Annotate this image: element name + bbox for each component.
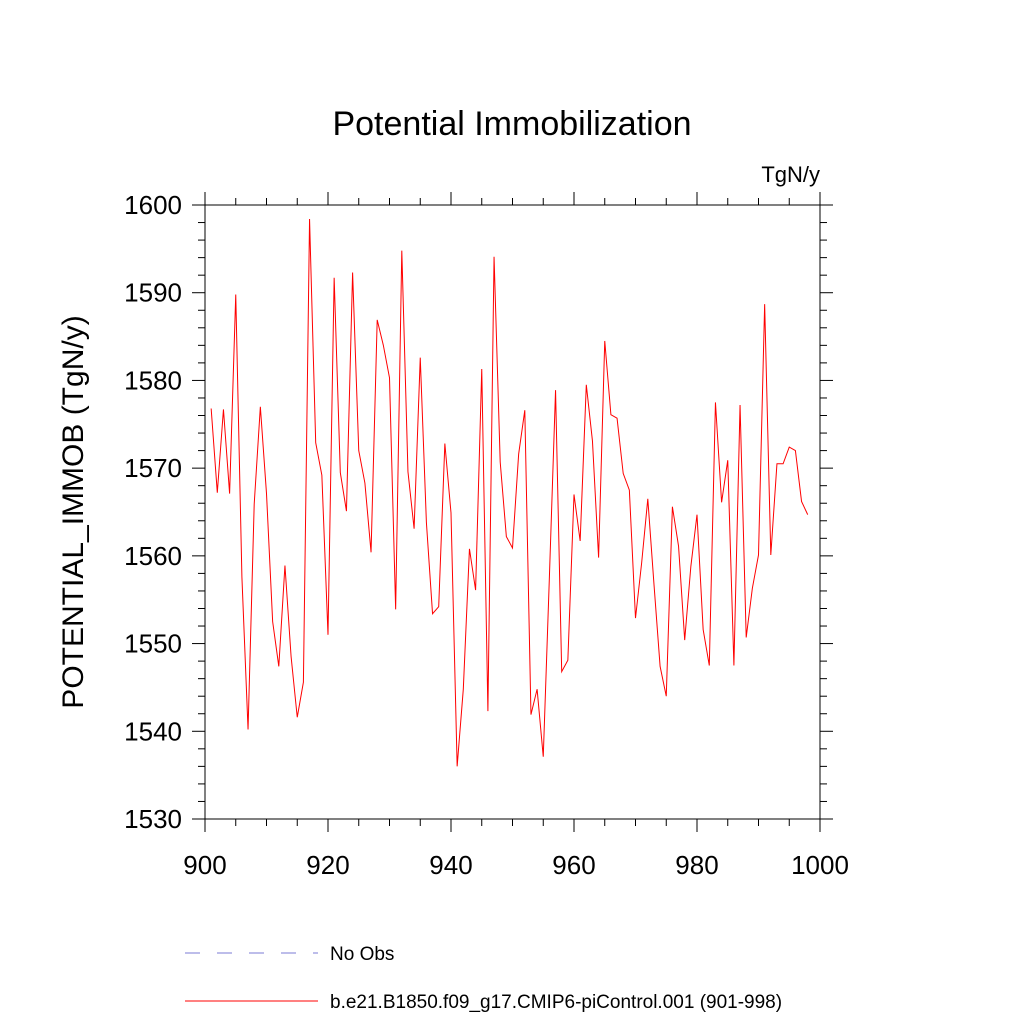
y-tick-label: 1550: [124, 629, 182, 659]
plot-frame: [204, 204, 821, 820]
y-tick-label: 1590: [124, 278, 182, 308]
legend-label-series: b.e21.B1850.f09_g17.CMIP6-piControl.001 …: [330, 992, 782, 1013]
y-tick-label: 1570: [124, 453, 182, 483]
chart-title: Potential Immobilization: [332, 105, 691, 143]
legend-label-no-obs: No Obs: [330, 944, 394, 965]
y-tick-label: 1530: [124, 804, 182, 834]
axis-ticks: [192, 192, 833, 832]
units-label: TgN/y: [761, 162, 820, 187]
y-tick-label: 1540: [124, 716, 182, 746]
x-tick-label: 920: [306, 850, 349, 880]
x-tick-label: 980: [675, 850, 718, 880]
y-tick-label: 1580: [124, 365, 182, 395]
y-tick-label: 1560: [124, 541, 182, 571]
y-axis-label: POTENTIAL_IMMOB (TgN/y): [57, 315, 90, 708]
legend: No Obs b.e21.B1850.f09_g17.CMIP6-piContr…: [185, 944, 782, 1013]
series-line: [210, 219, 809, 767]
x-tick-label: 960: [552, 850, 595, 880]
x-tick-label: 940: [429, 850, 472, 880]
y-tick-label: 1600: [124, 190, 182, 220]
axis-tick-labels: 900 920 940 960 980 1000 1530 1540 1550 1560 1570 1…: [124, 190, 849, 880]
x-tick-label: 1000: [791, 850, 849, 880]
x-tick-label: 900: [183, 850, 226, 880]
series-group: [210, 219, 809, 767]
